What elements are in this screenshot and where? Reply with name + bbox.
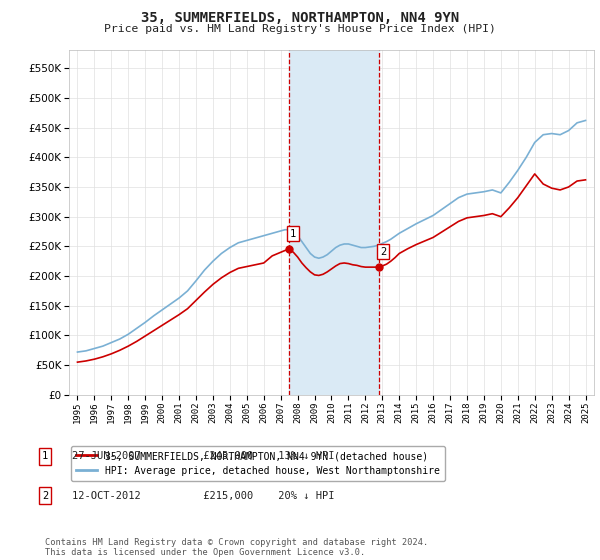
Text: Price paid vs. HM Land Registry's House Price Index (HPI): Price paid vs. HM Land Registry's House … bbox=[104, 24, 496, 34]
Bar bbox=[289, 50, 379, 395]
Text: 2: 2 bbox=[42, 491, 48, 501]
Text: Contains HM Land Registry data © Crown copyright and database right 2024.
This d: Contains HM Land Registry data © Crown c… bbox=[45, 538, 428, 557]
Text: 12-OCT-2012          £215,000    20% ↓ HPI: 12-OCT-2012 £215,000 20% ↓ HPI bbox=[72, 491, 335, 501]
Text: 1: 1 bbox=[290, 229, 296, 239]
Text: 2: 2 bbox=[380, 247, 386, 256]
Text: 27-JUN-2007          £245,000    13% ↓ HPI: 27-JUN-2007 £245,000 13% ↓ HPI bbox=[72, 451, 335, 461]
Text: 35, SUMMERFIELDS, NORTHAMPTON, NN4 9YN: 35, SUMMERFIELDS, NORTHAMPTON, NN4 9YN bbox=[141, 11, 459, 25]
Legend: 35, SUMMERFIELDS, NORTHAMPTON, NN4 9YN (detached house), HPI: Average price, det: 35, SUMMERFIELDS, NORTHAMPTON, NN4 9YN (… bbox=[71, 446, 445, 480]
Text: 1: 1 bbox=[42, 451, 48, 461]
